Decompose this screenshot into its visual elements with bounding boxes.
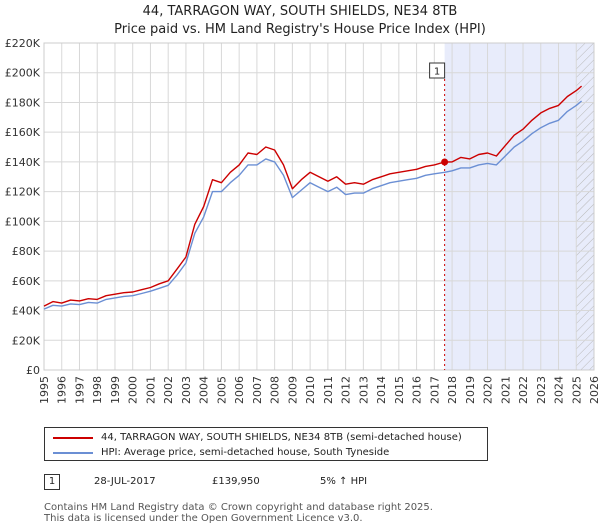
x-tick-label: 2005: [215, 376, 228, 404]
x-tick-label: 2019: [464, 376, 477, 404]
x-tick-label: 2013: [357, 376, 370, 404]
x-tick-label: 2003: [180, 376, 193, 404]
hpi-line: [43, 100, 583, 310]
x-tick-label: 2000: [127, 376, 140, 404]
x-tick-label: 2021: [499, 376, 512, 404]
x-tick-label: 2001: [144, 376, 157, 404]
transaction-hpi-change: 5% ↑ HPI: [320, 476, 368, 487]
footer-licence: This data is licensed under the Open Gov…: [44, 513, 363, 524]
y-tick-label: £40K: [12, 305, 41, 318]
x-tick-label: 2002: [162, 376, 175, 404]
x-tick-label: 2004: [198, 376, 211, 404]
x-tick-label: 2018: [446, 376, 459, 404]
y-tick-label: £220K: [5, 37, 41, 50]
y-tick-label: £140K: [5, 156, 41, 169]
x-tick-label: 2025: [570, 376, 583, 404]
transaction-badge: 1: [44, 474, 60, 490]
x-tick-label: 2020: [482, 376, 495, 404]
x-tick-label: 1995: [38, 376, 51, 404]
y-tick-label: £180K: [5, 96, 41, 109]
x-tick-label: 2023: [535, 376, 548, 404]
x-tick-label: 2006: [233, 376, 246, 404]
x-tick-label: 1999: [109, 376, 122, 404]
hatched-region: [576, 43, 594, 370]
x-tick-label: 2016: [411, 376, 424, 404]
plot-frame: [43, 42, 595, 371]
x-tick-label: 2014: [375, 376, 388, 404]
x-tick-label: 2010: [304, 376, 317, 404]
y-tick-label: £60K: [12, 275, 41, 288]
footer-copyright: Contains HM Land Registry data © Crown c…: [44, 502, 433, 513]
x-tick-label: 2007: [251, 376, 264, 404]
legend: 44, TARRAGON WAY, SOUTH SHIELDS, NE34 8T…: [44, 427, 488, 461]
legend-label-hpi: HPI: Average price, semi-detached house,…: [101, 447, 390, 458]
transaction-date: 28-JUL-2017: [94, 476, 156, 487]
x-tick-label: 2024: [553, 376, 566, 404]
transaction-row: 1 28-JUL-2017 £139,950 5% ↑ HPI: [44, 474, 564, 492]
x-tick-label: 2008: [269, 376, 282, 404]
chart-title: 44, TARRAGON WAY, SOUTH SHIELDS, NE34 8T…: [142, 4, 458, 19]
y-tick-label: £0: [26, 364, 40, 377]
y-tick-label: £80K: [12, 245, 41, 258]
x-tick-label: 2012: [340, 376, 353, 404]
x-tick-label: 2017: [428, 376, 441, 404]
property-price-line: [43, 85, 583, 307]
legend-swatch-hpi: [53, 452, 93, 454]
x-tick-label: 1996: [56, 376, 69, 404]
annotation-badge-label: 1: [434, 67, 440, 78]
x-tick-label: 1997: [73, 376, 86, 404]
sale-point: [441, 158, 449, 166]
legend-label-property: 44, TARRAGON WAY, SOUTH SHIELDS, NE34 8T…: [101, 432, 462, 443]
x-tick-label: 2022: [517, 376, 530, 404]
y-tick-label: £160K: [5, 126, 41, 139]
x-tick-label: 2026: [588, 376, 600, 404]
y-tick-label: £120K: [5, 186, 41, 199]
chart-subtitle: Price paid vs. HM Land Registry's House …: [114, 22, 486, 37]
y-tick-label: £20K: [12, 334, 41, 347]
post-sale-shaded-region: [444, 43, 594, 370]
x-tick-label: 2015: [393, 376, 406, 404]
annotation-badge-box: [429, 62, 446, 79]
x-tick-label: 2011: [322, 376, 335, 404]
x-tick-label: 2009: [286, 376, 299, 404]
x-tick-label: 1998: [91, 376, 104, 404]
price-chart: £0 £20K £40K £60K £80K £100K £120K £140K £160K £1…: [5, 37, 600, 404]
transaction-price: £139,950: [212, 476, 260, 487]
legend-swatch-property: [53, 437, 93, 439]
y-tick-label: £200K: [5, 67, 41, 80]
y-tick-label: £100K: [5, 215, 41, 228]
